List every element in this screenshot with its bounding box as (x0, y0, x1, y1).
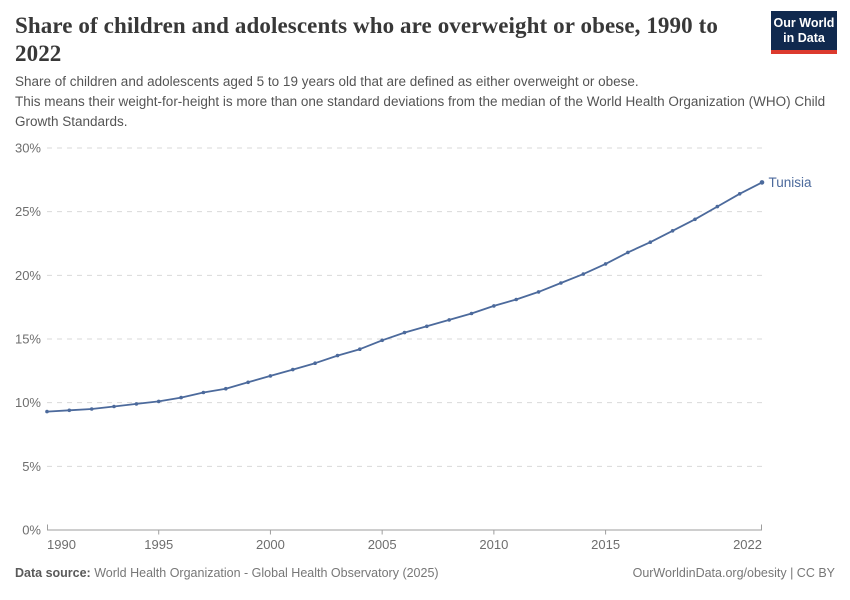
data-point (112, 404, 116, 409)
data-point (67, 408, 72, 413)
series-line (46, 181, 763, 413)
data-point (335, 353, 340, 358)
data-point (759, 180, 765, 185)
chart-subtitle-line-2: This means their weight-for-height is mo… (15, 94, 826, 129)
data-point (737, 192, 742, 196)
line-chart: 0% 5% 10% 15% 20% 25% 30% 1990 1995 2000 2005 2010 2… (15, 141, 813, 553)
data-point (156, 399, 161, 404)
data-point (134, 402, 139, 406)
owid-logo-line2: in Data (783, 31, 825, 45)
owid-logo-line1: Our World (773, 16, 835, 30)
data-point (246, 380, 250, 385)
data-point (492, 304, 496, 308)
data-point (380, 338, 385, 343)
data-point (358, 347, 362, 351)
data-point (224, 386, 228, 391)
x-axis-tick-label: 2010 (479, 537, 508, 552)
owid-logo[interactable]: Our World in Data (771, 11, 837, 54)
data-point (514, 297, 518, 302)
data-point (179, 395, 183, 400)
data-source-text: World Health Organization - Global Healt… (90, 566, 439, 580)
y-axis-tick-label: 30% (15, 141, 41, 156)
x-axis-tick-label: 2015 (591, 537, 620, 552)
y-axis-tick-label: 25% (15, 204, 41, 219)
data-point (201, 390, 206, 395)
y-axis-tick-label: 5% (22, 459, 41, 474)
y-axis-tick-label: 20% (15, 268, 41, 283)
x-axis-tick-label: 2022 (733, 537, 762, 552)
data-point (425, 324, 429, 329)
chart-title: Share of children and adolescents who ar… (15, 13, 718, 66)
data-point (536, 290, 541, 294)
data-point (581, 272, 586, 276)
x-axis-tick-label: 1995 (144, 537, 173, 552)
data-source: Data source: World Health Organization -… (15, 566, 439, 580)
y-axis-tick-label: 15% (15, 332, 41, 347)
chart-subtitle: Share of children and adolescents aged 5… (15, 72, 837, 132)
owid-link[interactable]: OurWorldinData.org/obesity | CC BY (632, 566, 835, 580)
data-point (291, 367, 295, 372)
x-axis-tick-label: 2000 (256, 537, 285, 552)
chart-subtitle-line-1: Share of children and adolescents aged 5… (15, 74, 639, 89)
data-point (313, 361, 317, 365)
data-source-label: Data source: (15, 566, 91, 580)
data-point (89, 407, 94, 411)
data-point (693, 217, 697, 222)
data-point (715, 204, 720, 209)
data-point (670, 229, 675, 233)
data-point (626, 250, 630, 255)
y-axis-tick-label: 10% (15, 395, 41, 410)
data-point (648, 240, 653, 244)
x-axis-tick-label: 1990 (47, 537, 76, 552)
chart-footer: Data source: World Health Organization -… (15, 566, 835, 580)
data-point (45, 409, 49, 414)
data-point (402, 330, 407, 335)
series-label: Tunisia (769, 175, 813, 190)
data-point (447, 318, 452, 322)
data-point (469, 311, 474, 316)
data-point (603, 262, 608, 266)
x-axis-tick-label: 2005 (368, 537, 397, 552)
data-point (559, 281, 563, 285)
data-point (268, 374, 273, 378)
y-axis-tick-label: 0% (22, 523, 41, 538)
